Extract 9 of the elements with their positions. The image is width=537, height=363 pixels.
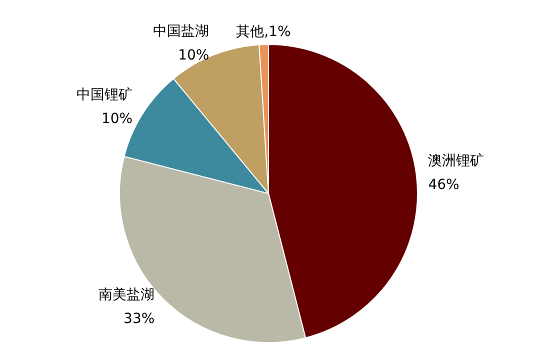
data-label: 33% bbox=[124, 310, 155, 327]
slice-label: 中国锂矿 bbox=[76, 86, 133, 103]
slice-label: 澳洲锂矿 bbox=[428, 152, 484, 169]
data-label: 10% bbox=[101, 110, 133, 127]
data-label: 46% bbox=[428, 176, 460, 193]
slice-label: 中国盐湖 bbox=[153, 23, 210, 40]
slice-label: 南美盐湖 bbox=[98, 286, 155, 303]
slice-label: 其他,1% bbox=[236, 24, 291, 40]
data-label: 10% bbox=[178, 47, 210, 64]
